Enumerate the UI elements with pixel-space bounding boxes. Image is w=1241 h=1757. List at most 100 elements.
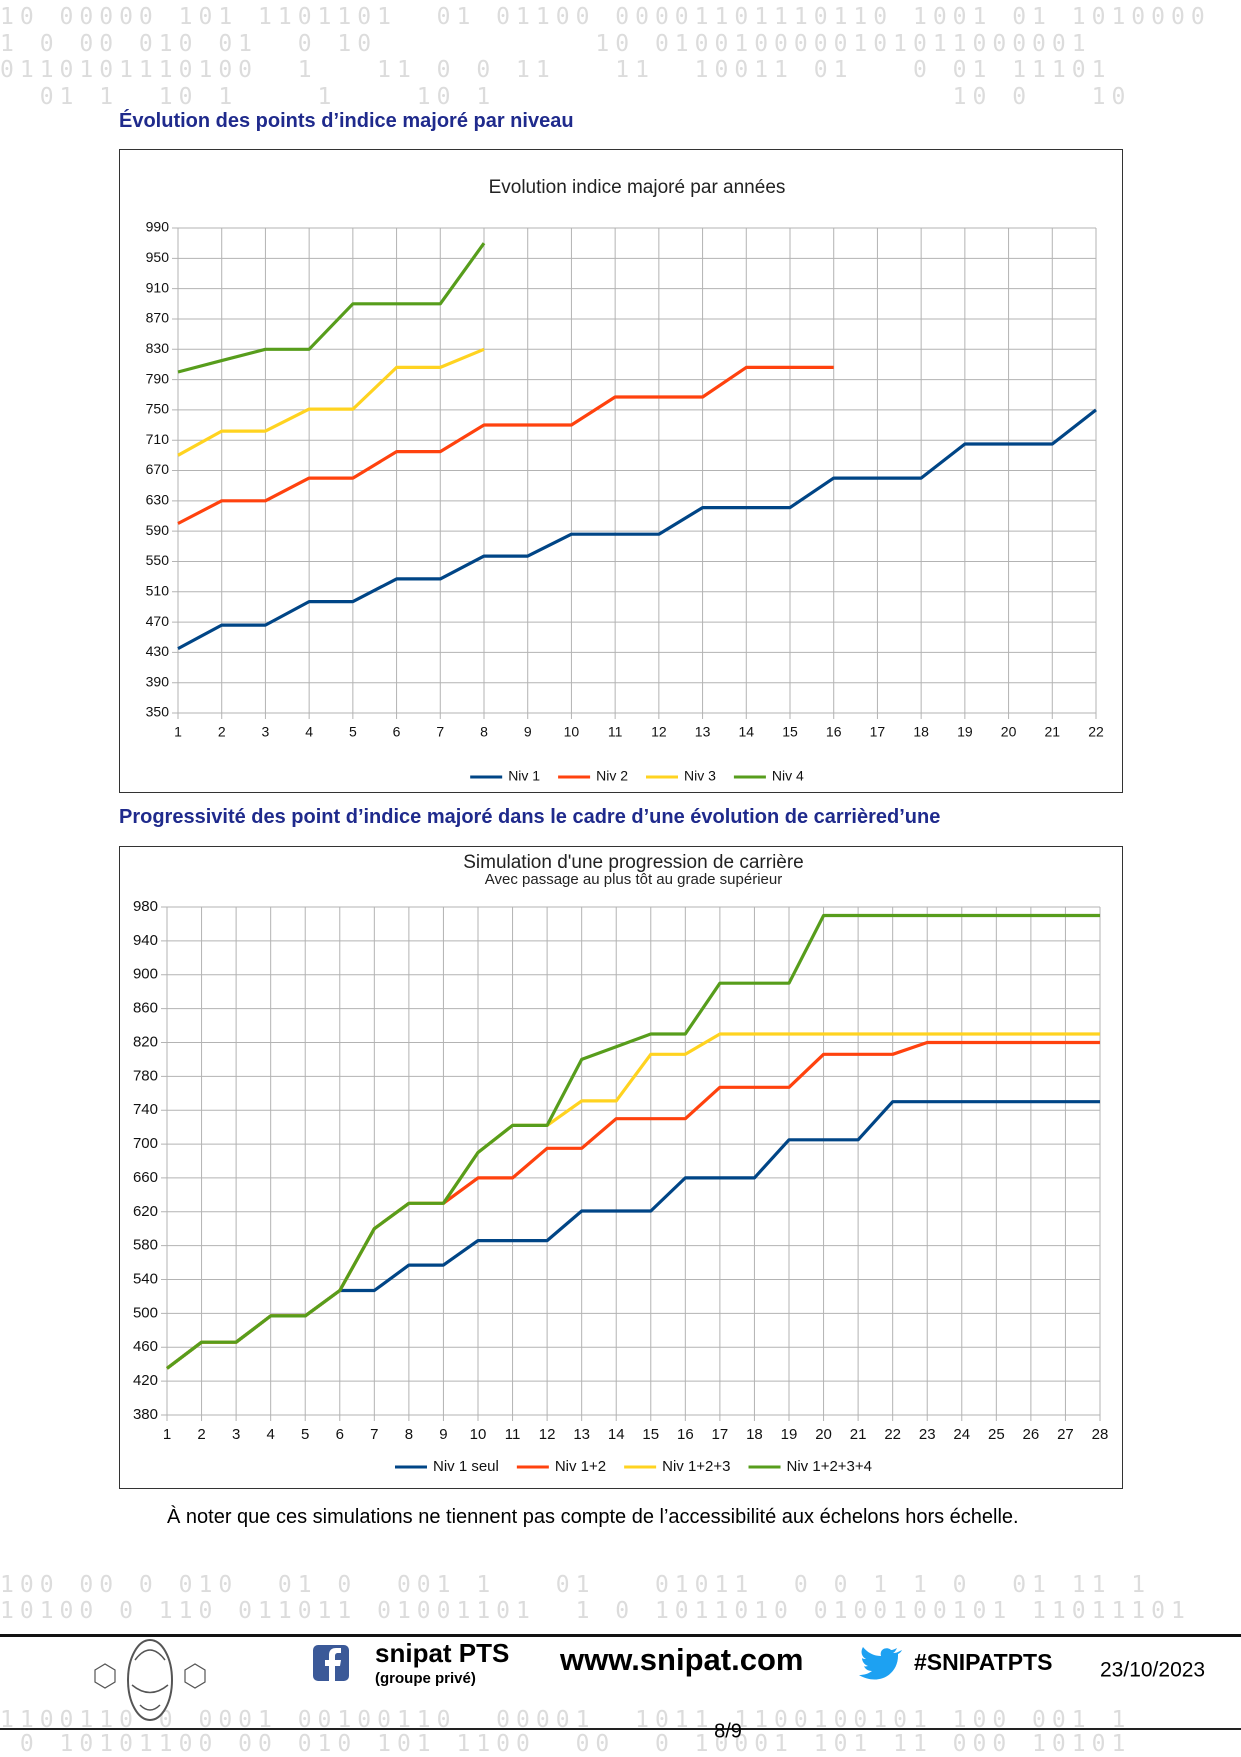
x-tick-label: 15	[782, 724, 798, 740]
x-tick-label: 5	[349, 724, 357, 740]
x-tick-label: 5	[301, 1426, 309, 1443]
x-tick-label: 10	[470, 1426, 487, 1443]
y-tick-label: 940	[133, 932, 158, 949]
y-tick-label: 430	[146, 643, 170, 659]
group-note: (groupe privé)	[375, 1670, 476, 1687]
y-tick-label: 710	[146, 431, 170, 447]
legend-label: Niv 1	[508, 768, 540, 784]
y-tick-label: 500	[133, 1304, 158, 1321]
x-tick-label: 2	[218, 724, 226, 740]
y-tick-label: 980	[133, 898, 158, 915]
series-line	[177, 365, 834, 525]
twitter-icon	[859, 1647, 902, 1680]
y-tick-label: 470	[146, 613, 170, 629]
legend-label: Niv 1 seul	[433, 1458, 499, 1475]
x-tick-label: 7	[436, 724, 444, 740]
legend-label: Niv 1+2+3+4	[787, 1458, 872, 1475]
series-line	[166, 1040, 1100, 1370]
y-tick-label: 590	[146, 522, 170, 538]
background-binary: 10100 0 110 011011 01001101 1 0 1011010 …	[0, 1598, 1191, 1624]
x-tick-label: 26	[1023, 1426, 1040, 1443]
x-tick-label: 28	[1092, 1426, 1109, 1443]
x-tick-label: 18	[746, 1426, 763, 1443]
x-tick-label: 13	[573, 1426, 590, 1443]
y-tick-label: 790	[146, 370, 170, 386]
legend-label: Niv 4	[772, 768, 804, 784]
x-tick-label: 19	[957, 724, 973, 740]
chart-subtitle: Avec passage au plus tôt au grade supéri…	[485, 871, 782, 888]
y-tick-label: 700	[133, 1135, 158, 1152]
x-tick-label: 13	[695, 724, 711, 740]
x-tick-label: 4	[266, 1426, 274, 1443]
background-binary: 01 1 10 1 1 10 1 10 0 10	[0, 84, 1132, 110]
x-tick-label: 22	[1088, 724, 1104, 740]
x-tick-label: 17	[712, 1426, 729, 1443]
x-tick-label: 16	[826, 724, 842, 740]
legend-label: Niv 1+2+3	[662, 1458, 730, 1475]
y-tick-label: 750	[146, 401, 170, 417]
legend-label: Niv 2	[596, 768, 628, 784]
x-tick-label: 20	[815, 1426, 832, 1443]
chart: Simulation d'une progression de carrière…	[133, 852, 1109, 1475]
x-tick-label: 20	[1001, 724, 1017, 740]
chart-frame: Simulation d'une progression de carrière…	[119, 846, 1123, 1489]
series-line	[177, 408, 1097, 651]
x-tick-label: 6	[336, 1426, 344, 1443]
x-tick-label: 19	[781, 1426, 798, 1443]
x-tick-label: 12	[651, 724, 667, 740]
note: À noter que ces simulations ne tiennent …	[167, 1506, 1019, 1528]
chart-frame: Evolution indice majoré par années 350 390…	[119, 149, 1123, 793]
y-tick-label: 510	[146, 582, 170, 598]
y-tick-label: 820	[133, 1033, 158, 1050]
y-tick-label: 580	[133, 1237, 158, 1254]
x-tick-label: 24	[953, 1426, 970, 1443]
legend-label: Niv 1+2	[555, 1458, 606, 1475]
date: 23/10/2023	[1100, 1659, 1205, 1682]
x-tick-label: 7	[370, 1426, 378, 1443]
legend: Niv 1 seul Niv 1+2 Niv 1+2+3 Niv 1+2+3+4	[394, 1458, 872, 1475]
y-tick-label: 420	[133, 1372, 158, 1389]
series-line	[166, 1100, 1100, 1370]
y-tick-label: 390	[146, 673, 170, 689]
x-tick-label: 17	[870, 724, 886, 740]
hashtag: #SNIPATPTS	[914, 1649, 1052, 1675]
x-tick-label: 3	[262, 724, 270, 740]
y-tick-label: 990	[146, 219, 170, 235]
x-tick-label: 16	[677, 1426, 694, 1443]
background-binary: 1 0 00 010 01 0 10 10 010010000010101100…	[0, 31, 1092, 57]
x-tick-label: 10	[564, 724, 580, 740]
chart-title: Simulation d'une progression de carrière	[463, 852, 804, 873]
background-binary: 100 00 0 010 01 0 001 1 01 01011 0 0 1 1…	[0, 1572, 1152, 1598]
y-tick-label: 620	[133, 1203, 158, 1220]
x-tick-label: 27	[1057, 1426, 1074, 1443]
footer-rule	[0, 1634, 1241, 1637]
page-number: 8/9	[714, 1720, 742, 1742]
x-tick-label: 14	[608, 1426, 625, 1443]
x-tick-label: 22	[884, 1426, 901, 1443]
x-tick-label: 12	[539, 1426, 556, 1443]
y-tick-label: 550	[146, 552, 170, 568]
x-tick-label: 8	[405, 1426, 413, 1443]
x-tick-label: 6	[393, 724, 401, 740]
y-tick-label: 910	[146, 279, 170, 295]
x-tick-label: 14	[738, 724, 754, 740]
x-tick-label: 18	[913, 724, 929, 740]
y-tick-label: 900	[133, 966, 158, 983]
y-tick-label: 780	[133, 1067, 158, 1084]
background-binary: 0 10101100 00 010 101 1100 00 0 10001 10…	[0, 1731, 1132, 1757]
section-heading: Progressivité des point d’indice majoré …	[119, 806, 941, 828]
series-line	[166, 913, 1100, 1370]
footer-rule	[0, 1728, 1241, 1730]
website[interactable]: www.snipat.com	[559, 1642, 803, 1677]
x-tick-label: 2	[197, 1426, 205, 1443]
x-tick-label: 21	[850, 1426, 867, 1443]
x-tick-label: 21	[1044, 724, 1060, 740]
y-tick-label: 660	[133, 1169, 158, 1186]
x-tick-label: 8	[480, 724, 488, 740]
legend: Niv 1 Niv 2 Niv 3 Niv 4	[470, 768, 804, 784]
y-tick-label: 350	[146, 704, 170, 720]
background-binary: 0110101110100 1 11 0 0 11 11 10011 01 0 …	[0, 57, 1112, 83]
logo	[94, 1639, 206, 1721]
section-heading: Évolution des points d’indice majoré par…	[119, 110, 574, 132]
